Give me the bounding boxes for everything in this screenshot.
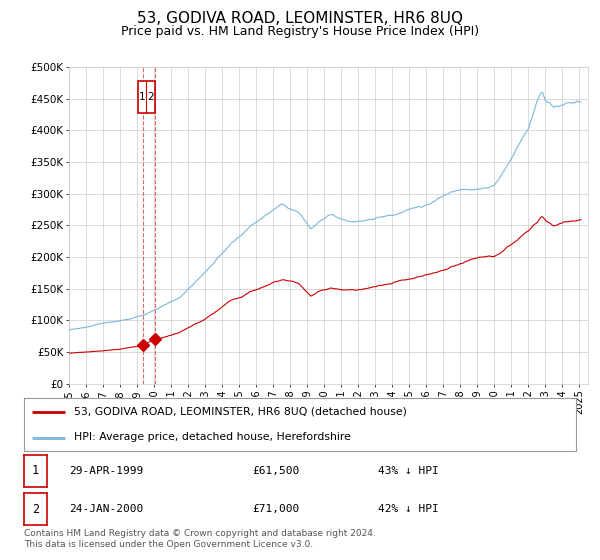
Text: Contains HM Land Registry data © Crown copyright and database right 2024.
This d: Contains HM Land Registry data © Crown c…: [24, 529, 376, 549]
Text: 53, GODIVA ROAD, LEOMINSTER, HR6 8UQ: 53, GODIVA ROAD, LEOMINSTER, HR6 8UQ: [137, 11, 463, 26]
Text: 24-JAN-2000: 24-JAN-2000: [69, 504, 143, 514]
Text: 2: 2: [32, 502, 39, 516]
Text: 53, GODIVA ROAD, LEOMINSTER, HR6 8UQ (detached house): 53, GODIVA ROAD, LEOMINSTER, HR6 8UQ (de…: [74, 407, 407, 417]
Bar: [139, 81, 155, 113]
Text: 42% ↓ HPI: 42% ↓ HPI: [378, 504, 439, 514]
Text: 1: 1: [139, 92, 146, 102]
Text: 1: 1: [32, 464, 39, 478]
Text: £61,500: £61,500: [252, 466, 299, 476]
Text: £71,000: £71,000: [252, 504, 299, 514]
Text: 43% ↓ HPI: 43% ↓ HPI: [378, 466, 439, 476]
Text: HPI: Average price, detached house, Herefordshire: HPI: Average price, detached house, Here…: [74, 432, 350, 442]
Text: Price paid vs. HM Land Registry's House Price Index (HPI): Price paid vs. HM Land Registry's House …: [121, 25, 479, 38]
Text: 2: 2: [148, 92, 154, 102]
Text: 29-APR-1999: 29-APR-1999: [69, 466, 143, 476]
